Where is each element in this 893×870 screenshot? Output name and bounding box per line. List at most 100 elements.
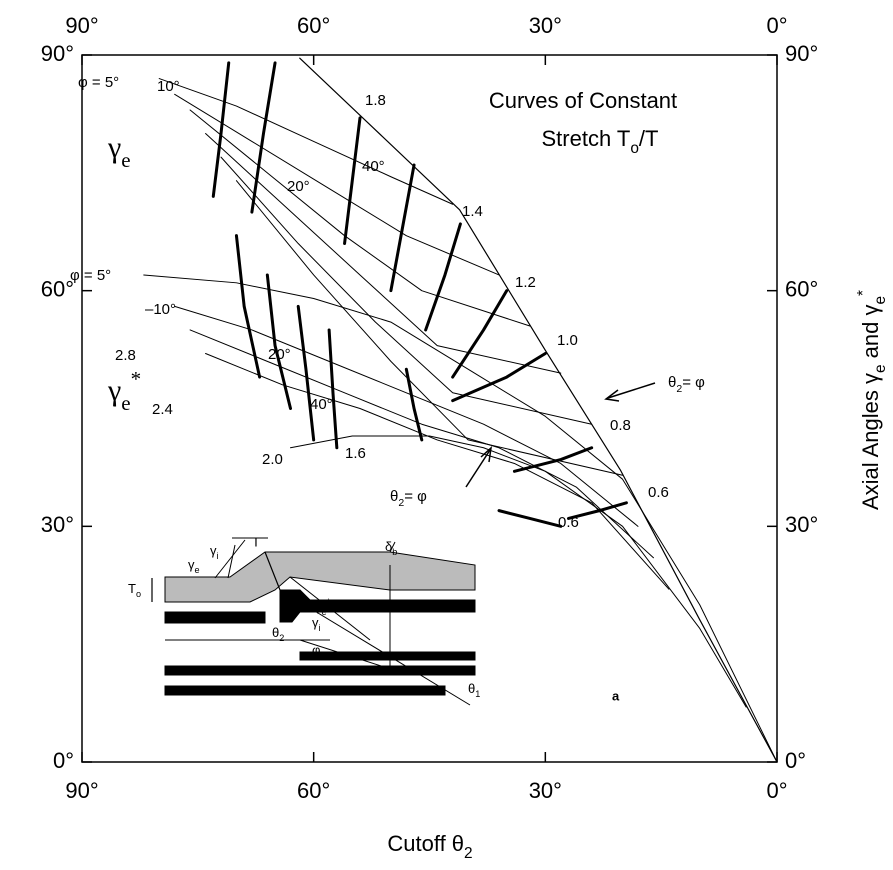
plot-frame xyxy=(81,54,778,763)
curve xyxy=(567,501,628,520)
y-tick-label-right: 30° xyxy=(785,512,818,537)
inset-label: T xyxy=(252,534,260,549)
axis-symbol: γe* xyxy=(107,367,141,415)
inset-label: γe* xyxy=(315,597,331,617)
curve xyxy=(497,509,563,528)
arrows xyxy=(465,382,656,488)
y-tick-label-right: 0° xyxy=(785,748,806,773)
curve xyxy=(211,61,231,198)
inset-label-part: e xyxy=(322,607,327,617)
curve xyxy=(234,234,262,379)
chart-title-part: Stretch T xyxy=(542,126,631,151)
curve xyxy=(389,163,416,293)
annotation-part: θ xyxy=(390,488,398,505)
y-axis-label-part: e xyxy=(872,364,889,373)
inset-label-part: 2 xyxy=(279,633,284,643)
curve xyxy=(451,352,547,403)
annotation: 20° xyxy=(268,346,291,363)
annotation: θ2= φ xyxy=(390,488,427,509)
inset-label-part: b xyxy=(392,547,397,557)
y-tick-label: 90° xyxy=(41,41,74,66)
curve xyxy=(290,435,747,708)
annotation: 20° xyxy=(287,178,310,195)
inset-label: φ xyxy=(312,642,320,657)
curve xyxy=(299,57,778,763)
curve xyxy=(174,93,500,276)
annotation: 1.6 xyxy=(345,445,366,462)
annotation-part: 2 xyxy=(676,383,682,395)
x-tick-label-top: 90° xyxy=(65,13,98,38)
axis-symbol-part: e xyxy=(121,391,130,415)
y-tick-label: 30° xyxy=(41,512,74,537)
annotation-part: 2 xyxy=(398,497,404,509)
curve xyxy=(296,304,316,442)
x-tick-label: 60° xyxy=(297,778,330,803)
curve xyxy=(143,274,778,763)
x-axis-label-part: Cutoff θ xyxy=(387,831,464,856)
annotation: 2.8 xyxy=(115,347,136,364)
curve xyxy=(265,273,292,410)
curve xyxy=(250,61,277,214)
x-tick-label: 90° xyxy=(65,778,98,803)
chart-title-part: /T xyxy=(639,126,659,151)
curve xyxy=(327,328,339,450)
chart-title: Curves of Constant xyxy=(489,88,677,113)
inset-label-part: T xyxy=(128,581,136,596)
annotation: φ = 5° xyxy=(70,267,111,284)
inset-label-part: γ xyxy=(315,599,322,614)
annotation-part: θ xyxy=(668,374,676,391)
chart-title-part: o xyxy=(630,140,639,157)
inset-label: To xyxy=(128,581,141,599)
x-tick-label-top: 0° xyxy=(766,13,787,38)
inset-label: θ2 xyxy=(272,625,284,643)
x-tick-label-top: 60° xyxy=(297,13,330,38)
y-tick-label: 0° xyxy=(53,748,74,773)
annotation: 2.0 xyxy=(262,451,283,468)
curve xyxy=(189,329,654,559)
curve xyxy=(205,353,670,590)
inset-label: δb xyxy=(385,539,397,557)
curve xyxy=(343,116,362,246)
curve xyxy=(404,367,424,442)
annotation: 40° xyxy=(310,396,333,413)
curve xyxy=(174,305,639,527)
annotation: 0.6 xyxy=(648,484,669,501)
inset-diagram xyxy=(151,537,476,706)
annotation-part: = φ xyxy=(682,374,705,391)
annotation-part: = φ xyxy=(404,488,427,505)
annotation: 10° xyxy=(157,78,180,95)
y-axis-label-part: * xyxy=(855,290,872,296)
annotation: 1.0 xyxy=(557,332,578,349)
y-axis-label-part: and γ xyxy=(858,305,883,365)
x-tick-label: 30° xyxy=(529,778,562,803)
axis-symbol-part: * xyxy=(131,367,142,391)
annotation: 2.4 xyxy=(152,401,173,418)
curve xyxy=(512,446,594,473)
inset-label-part: θ xyxy=(272,625,279,640)
curve xyxy=(235,180,624,476)
annotation: φ = 5° xyxy=(78,74,119,91)
inset-label-part: γ xyxy=(210,543,217,558)
inset-label: γe xyxy=(188,557,200,575)
y-axis-label-part: Axial Angles γ xyxy=(858,373,883,510)
y-axis-label-part: e xyxy=(872,296,889,305)
y-tick-label-right: 90° xyxy=(785,41,818,66)
inset-label-part: δ xyxy=(385,539,392,554)
inset-label-part: 1 xyxy=(475,689,480,699)
inset-label-part: * xyxy=(327,597,331,607)
curve xyxy=(451,289,509,379)
inset-label-part: θ xyxy=(468,681,475,696)
inset-label: γi xyxy=(312,615,321,633)
curve xyxy=(424,222,462,332)
annotation: 1.2 xyxy=(515,274,536,291)
x-tick-label-top: 30° xyxy=(529,13,562,38)
inset-label: γi xyxy=(210,543,219,561)
inset-label-part: γ xyxy=(188,557,195,572)
inset-label-part: e xyxy=(195,565,200,575)
chart-title: Stretch To/T xyxy=(542,126,659,157)
y-tick-label: 60° xyxy=(41,276,74,301)
inset-label-part: i xyxy=(319,623,321,633)
axis-symbol-part: γ xyxy=(107,131,121,164)
inset-label-part: i xyxy=(217,551,219,561)
